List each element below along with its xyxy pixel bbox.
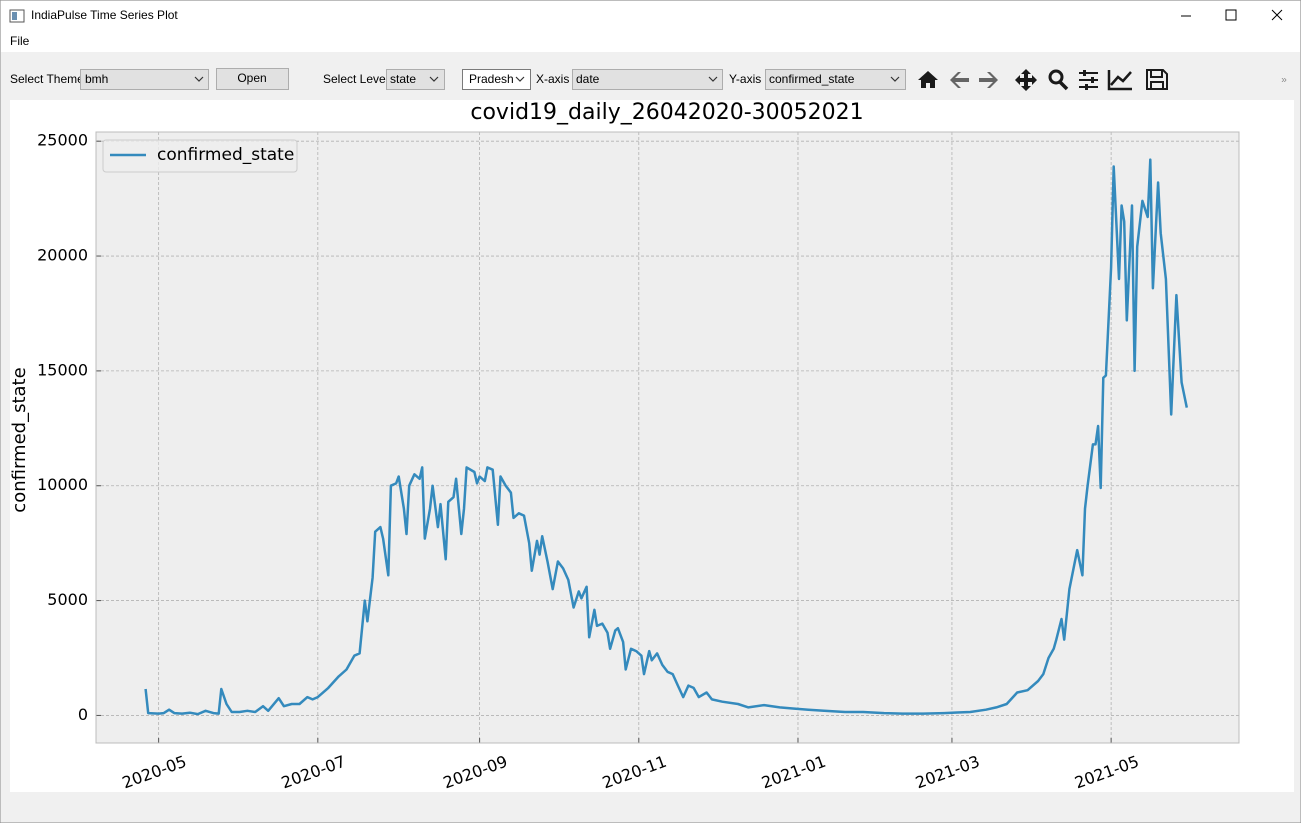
toolbar-overflow[interactable]: » <box>1281 75 1287 86</box>
menu-bar <box>1 32 1300 52</box>
open-button[interactable] <box>216 68 289 90</box>
chart-title: covid19_daily_26042020-30052021 <box>470 100 863 125</box>
y-tick-label: 5000 <box>47 590 88 609</box>
open-button-label: Open <box>237 71 266 85</box>
maximize-button[interactable] <box>1225 9 1237 21</box>
region-combo[interactable] <box>462 69 531 90</box>
pan-button[interactable] <box>1015 69 1037 91</box>
chevron <box>515 76 525 82</box>
theme-label: Select Theme <box>10 72 84 86</box>
save-button[interactable] <box>1146 69 1168 90</box>
window-title: IndiaPulse Time Series Plot <box>31 8 178 22</box>
y-tick-label: 25000 <box>37 131 88 150</box>
slider-knob <box>1085 84 1088 90</box>
title-bar <box>1 1 1300 32</box>
level-combo[interactable] <box>386 69 445 90</box>
y-axis-title: confirmed_state <box>9 367 30 512</box>
theme-combo[interactable] <box>80 69 209 90</box>
chevron <box>890 76 900 82</box>
edit-axes-button[interactable] <box>1107 70 1132 91</box>
configure-button[interactable] <box>1079 72 1098 88</box>
zoom-handle <box>1058 80 1069 91</box>
x-axis-combo[interactable] <box>572 69 723 90</box>
close-button[interactable] <box>1271 9 1283 21</box>
y-axis-combo[interactable] <box>765 69 906 90</box>
level-value: state <box>390 72 416 86</box>
y-tick-label: 0 <box>78 705 88 724</box>
app-icon-part <box>12 12 17 20</box>
legend-box <box>102 139 298 173</box>
chevron <box>708 76 718 82</box>
y-tick-label: 15000 <box>37 360 88 379</box>
axes-frame <box>95 131 1240 744</box>
y-tick-label: 20000 <box>37 246 88 265</box>
region-value: Pradesh <box>469 72 514 86</box>
slider-knob <box>1083 70 1086 76</box>
x-axis-label: X-axis <box>536 72 569 86</box>
forward-button[interactable] <box>979 72 998 88</box>
chevron <box>429 76 439 82</box>
menu-file[interactable]: File <box>10 34 30 48</box>
home-button[interactable] <box>918 71 938 88</box>
series-line <box>144 158 1189 716</box>
chevron <box>194 76 204 82</box>
y-axis-value: confirmed_state <box>769 72 855 86</box>
level-label: Select Level <box>323 72 388 86</box>
zoom-button[interactable] <box>1048 69 1064 85</box>
slider-knob <box>1091 77 1094 83</box>
x-axis-value: date <box>576 72 600 86</box>
y-tick-label: 10000 <box>37 475 88 494</box>
y-axis-label: Y-axis <box>729 72 761 86</box>
legend-label: confirmed_state <box>157 145 294 165</box>
back-button[interactable] <box>950 72 969 88</box>
theme-value: bmh <box>85 72 108 86</box>
axes-background <box>96 132 1239 743</box>
